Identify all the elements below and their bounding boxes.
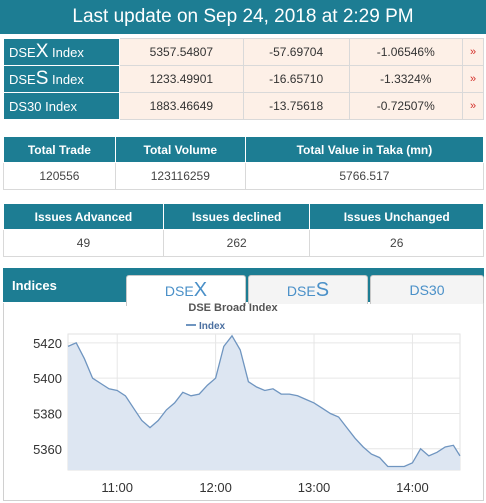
index-value: 5357.54807 xyxy=(119,38,244,66)
index-value: 1233.49901 xyxy=(119,65,244,93)
issues-advanced-value: 49 xyxy=(3,229,164,257)
total-trade-value: 120556 xyxy=(3,162,116,190)
chart-area-fill xyxy=(68,335,460,470)
index-row-dses: DSES Index 1233.49901 -16.65710 -1.3324%… xyxy=(3,65,484,93)
indices-label: Indices xyxy=(12,278,57,293)
index-change: -13.75618 xyxy=(242,92,350,120)
y-tick-label: 5400 xyxy=(33,371,62,386)
x-tick-label: 13:00 xyxy=(298,480,331,495)
issues-declined-value: 262 xyxy=(162,229,311,257)
down-arrow-icon: » xyxy=(462,38,484,66)
x-tick-label: 11:00 xyxy=(101,480,133,495)
stat-header: Total Value in Taka (mn) xyxy=(244,136,485,163)
issue-stats-table: Issues Advanced Issues declined Issues U… xyxy=(3,203,484,257)
tab-dsex[interactable]: DSEX xyxy=(126,275,246,306)
stat-header: Total Trade xyxy=(3,136,116,163)
index-name[interactable]: DSES Index xyxy=(3,65,120,93)
stat-header: Issues declined xyxy=(162,203,311,230)
index-percent: -1.3324% xyxy=(348,65,464,93)
index-change: -57.69704 xyxy=(242,38,350,66)
tab-dses[interactable]: DSES xyxy=(248,275,368,304)
legend-label[interactable]: Index xyxy=(199,321,226,332)
trade-stats-table: Total Trade Total Volume Total Value in … xyxy=(3,136,485,190)
stat-header: Issues Advanced xyxy=(3,203,164,230)
stat-header: Issues Unchanged xyxy=(309,203,484,230)
chart-series-line xyxy=(67,334,461,468)
index-name[interactable]: DS30 Index xyxy=(3,92,120,120)
index-name[interactable]: DSEX Index xyxy=(3,38,120,66)
total-volume-value: 123116259 xyxy=(114,162,246,190)
chart-title: DSE Broad Index xyxy=(188,302,278,314)
index-row-ds30: DS30 Index 1883.46649 -13.75618 -0.72507… xyxy=(3,92,484,120)
index-change: -16.65710 xyxy=(242,65,350,93)
y-tick-label: 5420 xyxy=(33,336,62,351)
last-update-header: Last update on Sep 24, 2018 at 2:29 PM xyxy=(0,0,486,34)
down-arrow-icon: » xyxy=(462,65,484,93)
down-arrow-icon: » xyxy=(462,92,484,120)
index-table: DSEX Index 5357.54807 -57.69704 -1.06546… xyxy=(3,38,484,120)
chart-panel xyxy=(3,303,484,501)
total-value-taka: 5766.517 xyxy=(244,162,485,190)
tab-ds30[interactable]: DS30 xyxy=(370,275,484,304)
issues-unchanged-value: 26 xyxy=(309,229,484,257)
x-tick-label: 14:00 xyxy=(396,480,429,495)
index-value: 1883.46649 xyxy=(119,92,244,120)
index-percent: -0.72507% xyxy=(348,92,464,120)
y-tick-label: 5380 xyxy=(33,406,62,421)
x-tick-label: 12:00 xyxy=(199,480,232,495)
y-tick-label: 5360 xyxy=(33,442,62,457)
